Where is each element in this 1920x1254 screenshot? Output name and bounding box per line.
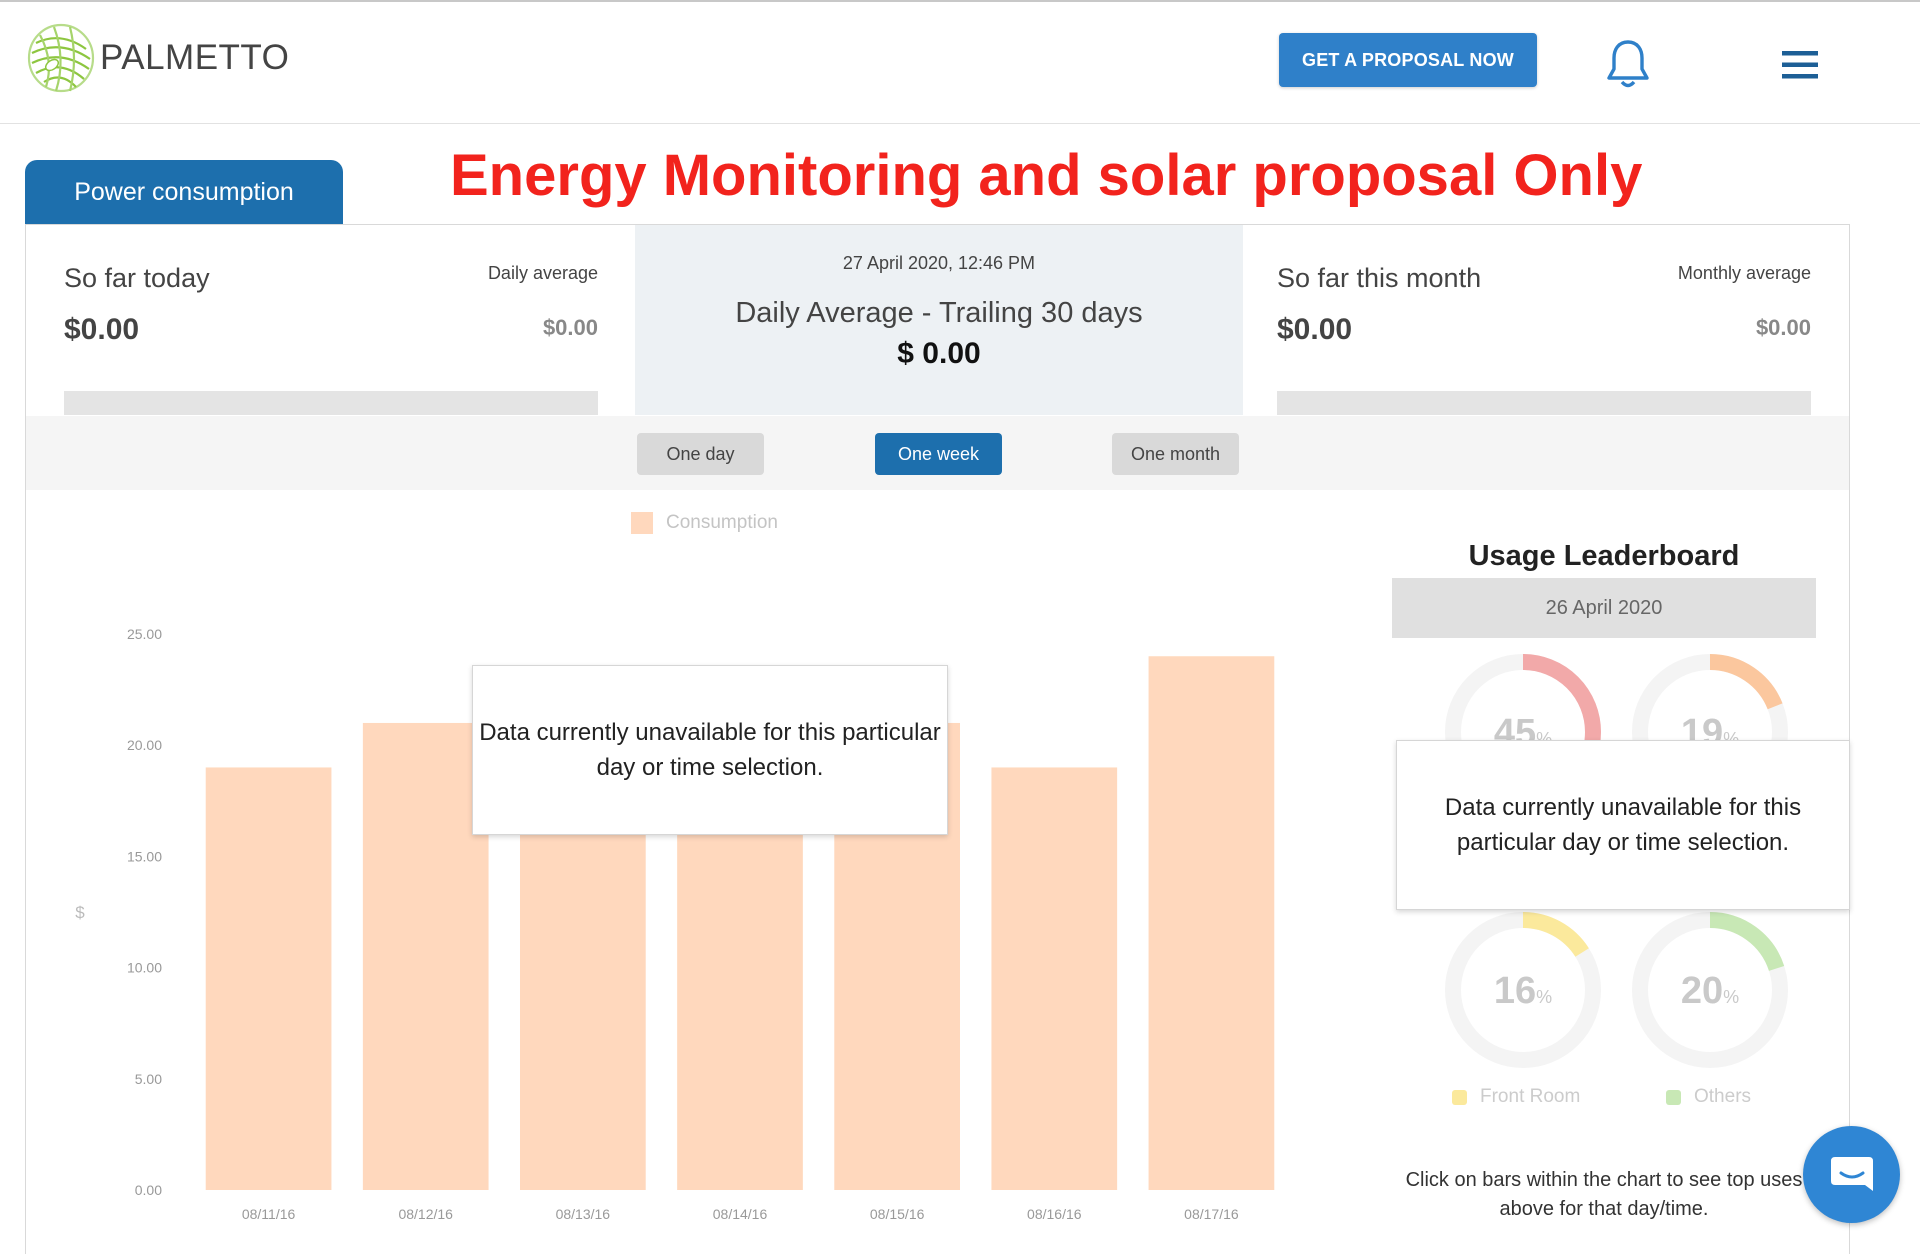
donut-arc [1445, 912, 1601, 1068]
donut-arc [1445, 654, 1601, 810]
chart-bar[interactable] [520, 811, 646, 1190]
leaderboard-donut-3[interactable]: 16% [1441, 908, 1605, 1072]
leaderboard-unavailable-text: Data currently unavailable for this part… [1444, 794, 1802, 856]
monthly-average-label: Monthly average [1677, 263, 1811, 283]
daily-average-value: $0.00 [542, 315, 598, 340]
leaderboard-label-front-room: Front Room [1452, 1086, 1580, 1108]
y-tick-label: 0.00 [135, 1182, 162, 1198]
leaderboard-hint: Click on bars within the chart to see to… [1405, 1169, 1803, 1220]
logo-text: PALMETTO [100, 38, 290, 77]
chat-bubble-icon [1830, 1156, 1873, 1191]
x-tick-label: 08/13/16 [556, 1206, 611, 1222]
today-progress-bar [64, 391, 598, 415]
chart-bar[interactable] [362, 722, 489, 1190]
leaderboard-donut-4[interactable]: 20% [1628, 908, 1792, 1072]
hamburger-menu-icon[interactable] [1782, 50, 1818, 80]
y-tick-label: 10.00 [127, 960, 162, 976]
tab-power-consumption[interactable]: Power consumption [25, 160, 343, 225]
banner-title: Energy Monitoring and solar proposal Onl… [450, 143, 1643, 208]
monthly-average-value: $0.00 [1755, 315, 1811, 340]
palmetto-logo-icon [27, 23, 95, 93]
chart-bar[interactable] [205, 767, 332, 1190]
x-tick-label: 08/14/16 [713, 1206, 768, 1222]
month-value: $0.00 [1277, 313, 1353, 346]
chart-bar[interactable] [677, 811, 803, 1190]
legend-swatch-consumption [631, 512, 653, 534]
palmetto-logo[interactable]: PALMETTO [26, 20, 326, 96]
trailing-average-value: $ 0.00 [897, 337, 981, 370]
chart-bar[interactable] [991, 767, 1118, 1190]
leaderboard-label-others: Others [1666, 1086, 1751, 1108]
others-label: Others [1694, 1086, 1752, 1107]
leaderboard-date: 26 April 2020 [1392, 578, 1816, 638]
one-day-button[interactable]: One day [637, 433, 764, 475]
chart-unavailable-message: Data currently unavailable for this part… [472, 665, 948, 835]
bell-icon[interactable] [1604, 38, 1652, 90]
x-tick-label: 08/12/16 [398, 1206, 453, 1222]
x-tick-label: 08/15/16 [870, 1206, 925, 1222]
others-dot [1666, 1089, 1681, 1105]
one-week-button[interactable]: One week [875, 433, 1002, 475]
donut-percent: 16% [1494, 970, 1552, 1012]
y-tick-label: 15.00 [127, 848, 162, 864]
current-datetime: 27 April 2020, 12:46 PM [842, 253, 1036, 273]
range-selector: One day One week One month [26, 416, 1849, 490]
front-room-label: Front Room [1480, 1086, 1581, 1107]
month-label: So far this month [1277, 263, 1482, 293]
app-header: PALMETTO GET A PROPOSAL NOW [0, 2, 1920, 124]
x-tick-label: 08/11/16 [242, 1206, 296, 1222]
x-tick-label: 08/16/16 [1027, 1206, 1082, 1222]
x-tick-label: 08/17/16 [1184, 1206, 1239, 1222]
donut-arc [1632, 654, 1788, 810]
chart-unavailable-text: Data currently unavailable for this part… [479, 719, 941, 781]
chat-launcher-button[interactable] [1803, 1126, 1900, 1223]
month-progress-bar [1277, 391, 1811, 415]
today-value: $0.00 [64, 313, 140, 346]
today-label: So far today [64, 263, 210, 293]
chart-bar[interactable] [1148, 656, 1275, 1190]
y-tick-label: 25.00 [127, 626, 162, 642]
get-proposal-button[interactable]: GET A PROPOSAL NOW [1279, 33, 1537, 87]
chart-legend[interactable]: Consumption [631, 512, 778, 534]
leaderboard-title: Usage Leaderboard [1468, 540, 1740, 572]
legend-label-consumption: Consumption [666, 512, 778, 533]
y-tick-label: 5.00 [135, 1071, 162, 1087]
leaderboard-unavailable-message: Data currently unavailable for this part… [1396, 740, 1850, 910]
y-tick-label: 20.00 [127, 737, 162, 753]
y-axis-label: $ [75, 903, 85, 922]
one-month-button[interactable]: One month [1112, 433, 1239, 475]
top-border [0, 0, 1920, 2]
donut-arc [1632, 912, 1788, 1068]
trailing-average-box: 27 April 2020, 12:46 PM Daily Average - … [635, 225, 1243, 415]
donut-percent: 20% [1681, 970, 1739, 1012]
front-room-dot [1452, 1089, 1467, 1105]
trailing-average-title: Daily Average - Trailing 30 days [735, 297, 1143, 329]
daily-average-label: Daily average [487, 263, 598, 283]
